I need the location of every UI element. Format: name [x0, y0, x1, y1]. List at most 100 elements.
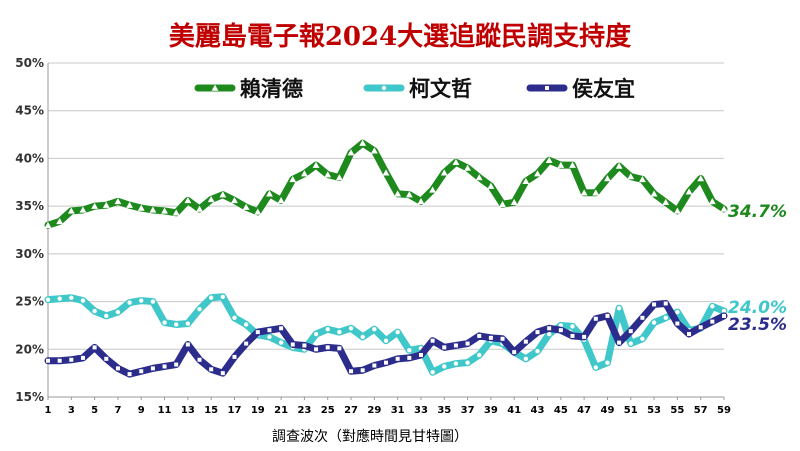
data-point [558, 328, 563, 333]
data-point [57, 296, 62, 301]
data-point [710, 304, 715, 309]
data-point [266, 190, 273, 197]
data-point [185, 342, 190, 347]
series-0 [44, 139, 728, 229]
data-point [244, 341, 249, 346]
x-tick-label: 37 [461, 405, 475, 416]
data-point [209, 367, 214, 372]
data-point [162, 364, 167, 369]
data-point [208, 295, 214, 300]
x-tick-label: 45 [554, 405, 568, 416]
x-tick-label: 21 [274, 405, 288, 416]
data-point [289, 176, 297, 183]
data-point [499, 200, 506, 207]
data-point [149, 206, 157, 213]
end-value-label: 23.5% [728, 315, 787, 335]
end-labels: 34.7% 24.0%23.5% [728, 202, 787, 335]
data-point [104, 313, 109, 319]
data-point [255, 330, 260, 335]
x-tick-label: 15 [204, 405, 218, 416]
series-2 [44, 299, 728, 378]
data-point [617, 340, 622, 345]
data-point [616, 306, 622, 311]
data-point [546, 331, 552, 337]
legend-label: 賴清德 [240, 77, 303, 101]
data-point [162, 320, 167, 325]
x-tick-label: 19 [251, 405, 265, 416]
data-point [522, 177, 530, 185]
data-point [242, 203, 250, 210]
data-point [92, 308, 97, 314]
x-tick-label: 25 [321, 405, 335, 416]
data-point [697, 175, 705, 182]
data-point [348, 326, 354, 331]
data-point [79, 206, 87, 213]
data-point [127, 372, 132, 377]
data-point [254, 208, 262, 215]
end-value-label: 34.7% [728, 202, 787, 222]
y-tick-label: 45% [15, 104, 44, 118]
data-point [278, 340, 284, 345]
data-point [382, 169, 390, 176]
data-point [708, 197, 716, 205]
x-axis-label: 調查波次（對應時間見甘特圖） [272, 428, 468, 445]
data-point [650, 190, 658, 197]
data-point [440, 169, 448, 176]
x-tick-label: 5 [91, 405, 98, 416]
data-point [675, 309, 680, 315]
data-point [523, 356, 529, 362]
data-point [687, 332, 692, 337]
data-point [231, 197, 238, 204]
data-point [349, 369, 354, 374]
y-tick-label: 40% [15, 151, 44, 165]
data-point [220, 294, 226, 299]
data-point [407, 348, 412, 353]
series-1 [44, 293, 728, 376]
data-point [535, 348, 540, 354]
data-point [640, 336, 645, 341]
data-point [360, 368, 365, 373]
legend-entry: 侯友宜 [526, 77, 635, 101]
data-point [395, 356, 400, 361]
data-point [477, 333, 482, 338]
data-point [675, 321, 680, 326]
data-point [80, 298, 86, 303]
data-point [628, 329, 633, 334]
y-tick-label: 20% [15, 342, 44, 356]
data-point [384, 360, 388, 365]
data-point [174, 322, 179, 327]
data-point [417, 197, 425, 205]
data-point [475, 174, 483, 181]
data-point [314, 347, 319, 352]
data-point [232, 315, 237, 320]
data-point [335, 174, 343, 181]
data-point [652, 302, 657, 307]
data-point [545, 156, 553, 164]
data-point [383, 338, 389, 343]
data-point [418, 353, 423, 358]
data-point [139, 298, 144, 303]
data-point [651, 320, 657, 325]
data-point [593, 365, 598, 370]
data-point [360, 334, 365, 340]
data-point [347, 149, 355, 156]
data-point [161, 207, 168, 214]
x-tick-label: 1 [45, 405, 52, 416]
x-tick-label: 39 [484, 405, 498, 416]
data-point [720, 205, 728, 212]
x-tick-label: 13 [181, 405, 195, 416]
gridlines [48, 62, 724, 398]
legend-swatch-marker [545, 86, 549, 90]
data-point [570, 333, 575, 338]
legend-entry: 賴清德 [194, 77, 303, 101]
data-point [605, 313, 610, 318]
data-point [430, 338, 435, 343]
x-tick-label: 41 [507, 405, 521, 416]
x-tick-label: 35 [437, 405, 451, 416]
data-point [569, 161, 576, 168]
data-point [394, 190, 402, 197]
data-point [477, 352, 482, 358]
data-point [710, 319, 715, 324]
data-point [115, 366, 120, 371]
